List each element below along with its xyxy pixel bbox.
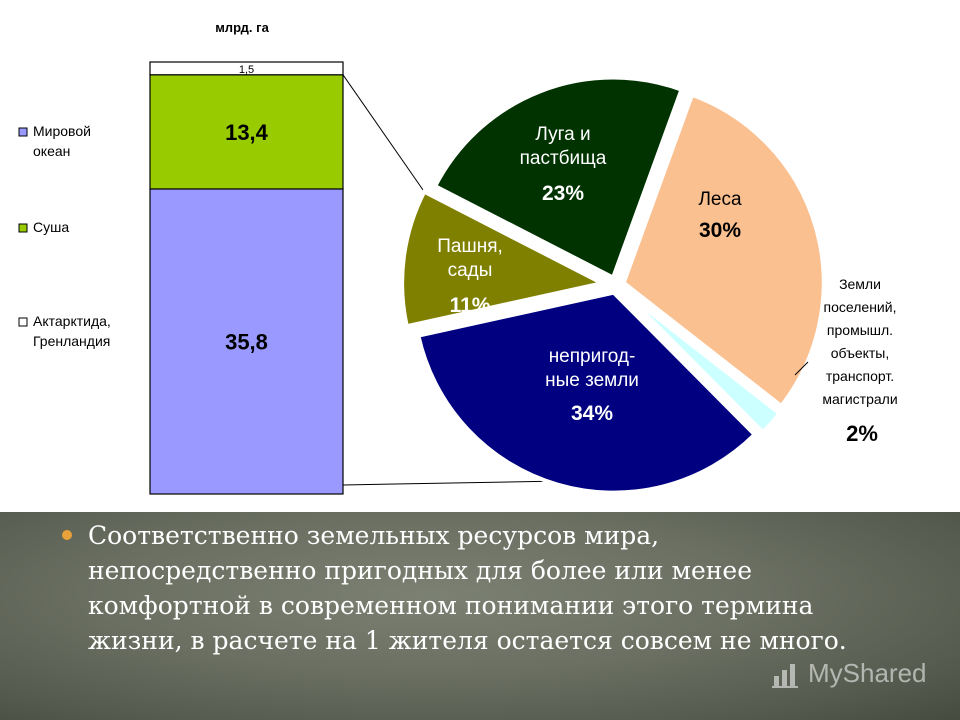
pie-slice-label: магистрали — [822, 391, 897, 407]
pie-slice-percent: 2% — [846, 421, 878, 446]
legend-label: Актарктида, — [33, 313, 111, 329]
pie-slice — [620, 288, 783, 436]
pie-slice-label: объекты, — [831, 345, 890, 361]
pie-slice-label: промышл. — [827, 322, 893, 338]
leader-line — [794, 361, 809, 376]
pie-slice — [432, 75, 685, 281]
text-panel — [0, 512, 960, 720]
chart-svg: 35,8 13,4 1,5 млрд. га Мировой океан Суша Акта… — [18, 20, 898, 495]
chart-area: 35,8 13,4 1,5 млрд. га Мировой океан Суша Акта… — [18, 20, 898, 495]
legend-label: океан — [33, 143, 70, 159]
pie-slice-label: Земли — [839, 276, 881, 292]
bar-value-label: 1,5 — [239, 64, 254, 76]
body-paragraph: Соответственно земельных ресурсов мира, … — [88, 521, 847, 655]
pie-slice-percent: 30% — [699, 219, 741, 242]
bar-value-label: 35,8 — [225, 329, 268, 354]
legend-label: Суша — [33, 219, 69, 235]
bar-legend: Мировой океан Суша Актарктида, Гренландия — [18, 123, 111, 349]
legend-label: Мировой — [33, 123, 91, 139]
pie-slice-percent: 34% — [571, 402, 613, 425]
pie-slice-label: Леса — [698, 189, 742, 210]
pie-slice — [621, 92, 826, 409]
pie-slice-label: Пашня, — [437, 236, 503, 257]
pie-slice-percent: 11% — [450, 294, 491, 317]
pie-slice-label: поселений, — [824, 299, 897, 315]
watermark: MyShared — [772, 658, 942, 692]
bar-segment — [149, 61, 344, 76]
pie-slice-label: непригод- — [549, 346, 636, 367]
pie-slice-label: ные земли — [545, 370, 639, 391]
legend-swatch — [18, 317, 28, 327]
pie-slice — [400, 189, 608, 329]
pie-slice-percent: 23% — [542, 182, 584, 205]
bar-segment — [149, 188, 344, 495]
pie-slice-label: пастбища — [520, 148, 607, 169]
bullet-marker — [62, 530, 72, 540]
pie-slice-label: транспорт. — [826, 368, 894, 384]
legend-swatch — [18, 223, 28, 233]
bar-chart-icon — [772, 664, 798, 688]
legend-swatch — [18, 127, 28, 137]
pie-slice — [416, 290, 758, 495]
pie-slice-label: сады — [448, 260, 493, 281]
bar-unit-label: млрд. га — [215, 20, 269, 35]
stacked-bar: 35,8 13,4 1,5 млрд. га — [149, 20, 344, 495]
pie-slice-label: Луга и — [535, 124, 590, 145]
bar-value-label: 13,4 — [225, 120, 269, 145]
pie-chart: Леса 30% Земли поселений, промышл. объекты, тр… — [400, 75, 898, 495]
watermark-text: MyShared — [808, 658, 927, 688]
legend-label: Гренландия — [33, 333, 110, 349]
connector-line — [342, 74, 431, 201]
